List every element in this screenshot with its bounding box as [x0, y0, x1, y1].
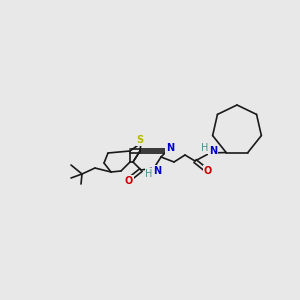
Text: N: N — [166, 143, 174, 153]
Text: H: H — [145, 169, 153, 179]
Text: S: S — [136, 135, 144, 145]
Text: N: N — [209, 146, 217, 156]
Text: O: O — [125, 176, 133, 186]
Text: H: H — [201, 143, 209, 153]
Text: O: O — [204, 166, 212, 176]
Text: N: N — [153, 166, 161, 176]
